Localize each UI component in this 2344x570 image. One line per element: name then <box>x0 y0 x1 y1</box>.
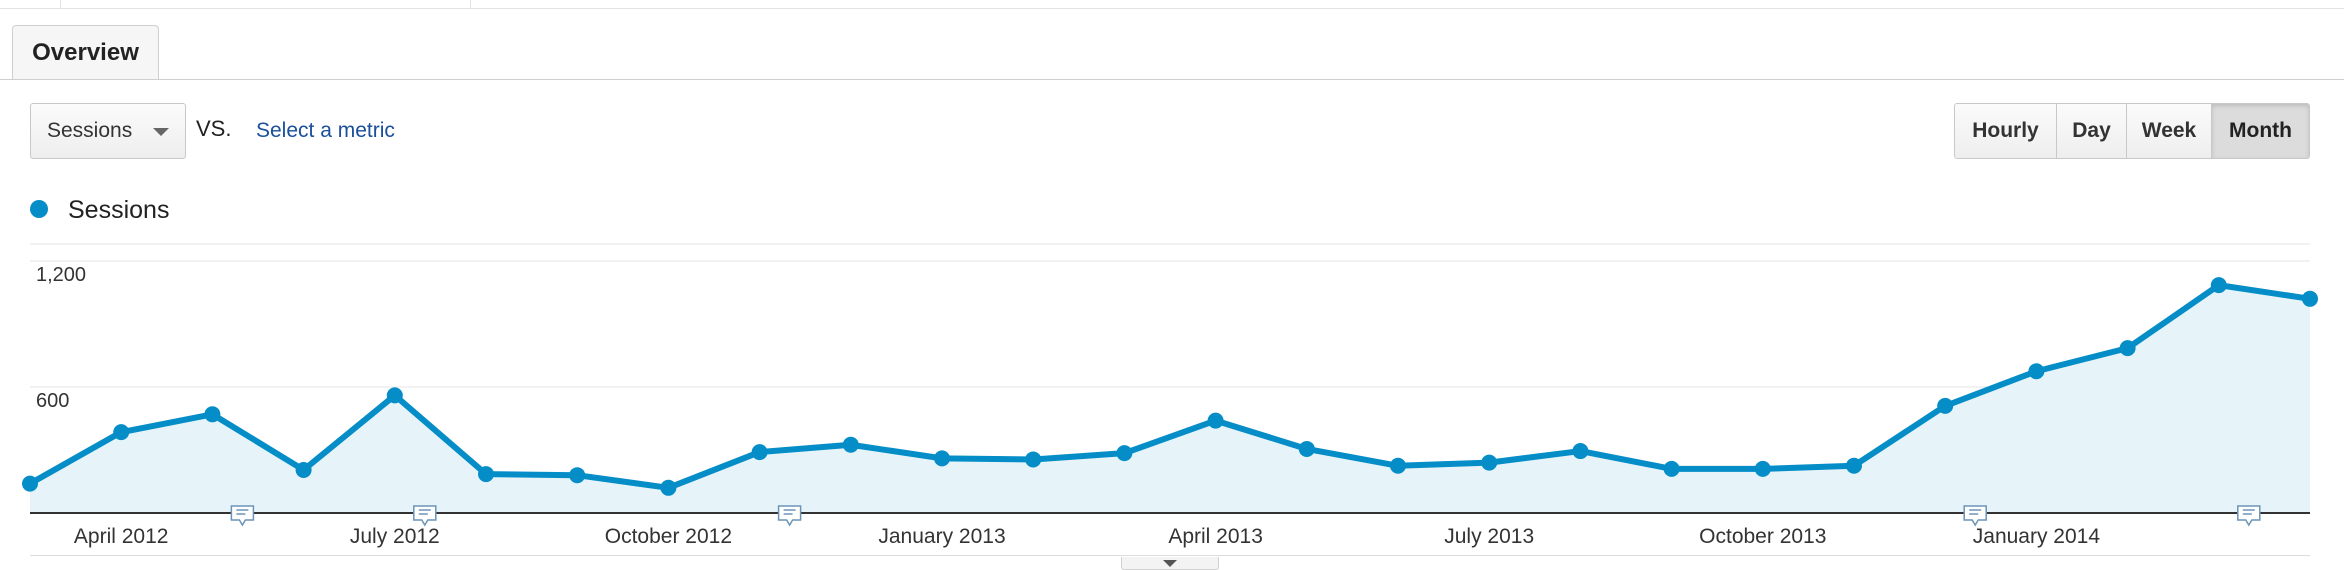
x-tick-label: July 2012 <box>350 525 440 548</box>
top-strip-divider <box>60 0 61 8</box>
data-point <box>2119 340 2136 357</box>
data-point <box>1754 460 1771 477</box>
data-point <box>2302 290 2318 307</box>
data-point <box>386 387 403 404</box>
data-point <box>1116 445 1133 462</box>
day-button[interactable]: Day <box>2056 104 2126 158</box>
data-point <box>660 479 677 496</box>
expand-chart-toggle[interactable] <box>1121 557 1219 570</box>
sessions-line <box>27 282 2313 491</box>
data-point <box>1390 457 1406 474</box>
week-button[interactable]: Week <box>2126 104 2211 158</box>
data-point <box>842 436 859 453</box>
select-metric-link[interactable]: Select a metric <box>256 119 395 142</box>
data-point <box>1207 412 1224 429</box>
chevron-down-icon <box>1163 560 1177 567</box>
data-point <box>295 461 312 478</box>
data-point <box>2210 277 2227 294</box>
x-tick-label: April 2013 <box>1168 525 1263 548</box>
data-point <box>1846 457 1862 474</box>
annotation-note-icon[interactable] <box>1963 505 1987 527</box>
sessions-chart: 1,200 600 April 2012 July 2012 October 2012 J… <box>22 243 2318 548</box>
legend-label[interactable]: Sessions <box>68 196 170 224</box>
hourly-button[interactable]: Hourly <box>1955 104 2056 158</box>
top-strip <box>0 0 2344 9</box>
data-point <box>2028 363 2045 380</box>
granularity-toggle: Hourly Day Week Month <box>1954 103 2310 159</box>
data-point <box>113 424 130 441</box>
data-point <box>22 475 38 492</box>
tab-overview[interactable]: Overview <box>12 25 159 80</box>
x-tick-label: January 2013 <box>878 525 1005 548</box>
data-point <box>1481 454 1498 471</box>
legend-swatch <box>30 200 48 218</box>
chart-bottom-rule <box>30 555 2310 556</box>
x-tick-label: July 2013 <box>1444 525 1534 548</box>
x-tick-label: January 2014 <box>1973 525 2101 548</box>
data-point <box>1663 460 1680 477</box>
data-point <box>478 466 494 483</box>
data-point <box>204 406 221 423</box>
x-tick-label: October 2013 <box>1699 525 1826 548</box>
month-button[interactable]: Month <box>2211 104 2309 158</box>
data-point <box>934 450 950 467</box>
vs-label: VS. <box>196 116 232 141</box>
data-point <box>569 467 586 484</box>
metric-dropdown-label: Sessions <box>47 119 133 142</box>
top-strip-divider <box>470 0 471 8</box>
data-point <box>1025 451 1042 468</box>
data-point <box>1937 397 1954 414</box>
sessions-area <box>30 285 2310 513</box>
x-tick-label: April 2012 <box>74 525 169 548</box>
annotation-note-icon[interactable] <box>230 505 255 527</box>
tab-bar-rule <box>0 79 2344 80</box>
annotation-note-icon[interactable] <box>777 505 802 527</box>
y-tick-label: 1,200 <box>36 264 86 286</box>
x-tick-label: October 2012 <box>605 525 732 548</box>
annotation-note-icon[interactable] <box>2237 505 2261 527</box>
data-point <box>1298 440 1315 457</box>
metric-dropdown[interactable]: Sessions <box>30 103 186 159</box>
data-point <box>751 444 768 461</box>
annotation-note-icon[interactable] <box>413 505 437 527</box>
y-tick-label: 600 <box>36 390 69 412</box>
chevron-down-icon <box>153 128 169 136</box>
data-point <box>1572 443 1589 460</box>
